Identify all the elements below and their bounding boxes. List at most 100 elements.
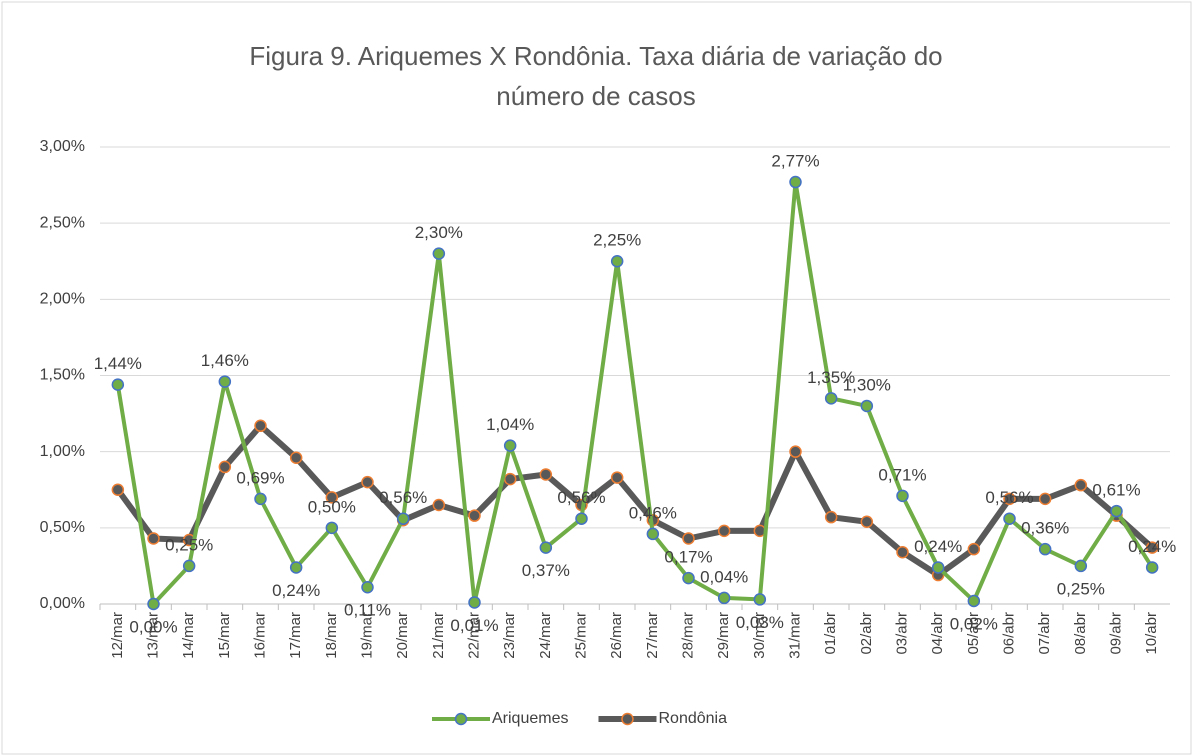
x-tick-label: 21/mar bbox=[430, 612, 447, 659]
y-tick-label: 1,50% bbox=[40, 367, 85, 384]
marker bbox=[717, 591, 731, 605]
data-label: 0,11% bbox=[344, 601, 391, 620]
marker bbox=[646, 527, 660, 541]
marker bbox=[1038, 492, 1052, 506]
data-label: 2,77% bbox=[771, 152, 819, 171]
y-tick-label: 1,00% bbox=[40, 443, 85, 460]
x-tick-label: 15/mar bbox=[216, 612, 233, 659]
data-label: 0,25% bbox=[1057, 579, 1105, 598]
data-label: 0,02% bbox=[950, 614, 998, 633]
x-tick-label: 30/mar bbox=[751, 612, 768, 659]
data-label: 0,24% bbox=[1128, 537, 1176, 556]
data-label: 0,01% bbox=[450, 616, 498, 635]
marker bbox=[147, 532, 160, 545]
marker bbox=[468, 596, 481, 609]
marker bbox=[610, 255, 624, 268]
data-label: 0,36% bbox=[1021, 519, 1069, 538]
x-tick-label: 31/mar bbox=[786, 612, 803, 659]
x-tick-label: 20/mar bbox=[394, 612, 411, 659]
marker bbox=[218, 460, 232, 474]
data-label: 0,04% bbox=[700, 567, 748, 586]
marker bbox=[1074, 478, 1088, 492]
marker bbox=[931, 561, 945, 574]
x-tick-label: 16/mar bbox=[251, 612, 268, 659]
marker bbox=[218, 375, 232, 388]
data-label: 0,17% bbox=[664, 548, 712, 567]
marker bbox=[824, 510, 838, 524]
marker bbox=[289, 451, 303, 465]
x-tick-label: 26/mar bbox=[608, 612, 625, 659]
x-tick-label: 03/abr bbox=[893, 612, 910, 655]
data-label: 1,04% bbox=[486, 415, 534, 434]
legend-label: Rondônia bbox=[658, 710, 727, 727]
legend-marker bbox=[454, 712, 468, 726]
data-label: 0,24% bbox=[914, 537, 962, 556]
marker bbox=[468, 509, 481, 522]
data-label: 0,56% bbox=[379, 488, 427, 507]
marker bbox=[896, 489, 909, 503]
marker bbox=[682, 532, 695, 545]
data-label: 0,56% bbox=[985, 488, 1033, 507]
marker bbox=[1003, 492, 1016, 506]
x-tick-label: 28/mar bbox=[679, 612, 696, 659]
x-tick-label: 23/mar bbox=[501, 612, 518, 659]
x-tick-label: 09/abr bbox=[1107, 612, 1124, 655]
x-tick-label: 05/abr bbox=[965, 612, 982, 655]
data-label: 2,25% bbox=[593, 231, 641, 250]
y-tick-label: 2,00% bbox=[40, 291, 85, 308]
marker bbox=[396, 512, 410, 525]
marker bbox=[1145, 541, 1159, 554]
x-tick-label: 24/mar bbox=[537, 612, 554, 659]
marker bbox=[575, 512, 588, 525]
marker bbox=[182, 559, 196, 573]
marker bbox=[539, 468, 553, 481]
marker bbox=[325, 521, 339, 535]
data-label: 2,30% bbox=[415, 223, 463, 242]
marker bbox=[325, 491, 339, 504]
marker bbox=[432, 498, 446, 512]
marker bbox=[432, 247, 446, 260]
data-label: 0,46% bbox=[629, 503, 677, 522]
marker bbox=[361, 580, 374, 594]
marker bbox=[503, 439, 517, 452]
marker bbox=[503, 472, 517, 486]
marker bbox=[289, 561, 303, 574]
marker bbox=[824, 392, 838, 405]
data-label: 0,50% bbox=[308, 497, 356, 516]
legend-marker bbox=[621, 712, 634, 726]
marker bbox=[1038, 542, 1052, 556]
data-label: 1,35% bbox=[807, 368, 855, 387]
marker bbox=[1145, 561, 1159, 574]
y-tick-label: 3,00% bbox=[40, 138, 85, 155]
x-tick-label: 02/abr bbox=[858, 612, 875, 655]
x-tick-label: 27/mar bbox=[644, 612, 661, 659]
marker bbox=[610, 471, 624, 484]
marker bbox=[896, 545, 909, 559]
data-label: 0,37% bbox=[522, 561, 570, 580]
legend-label: Ariquemes bbox=[492, 710, 568, 727]
marker bbox=[1003, 512, 1016, 525]
x-tick-label: 07/abr bbox=[1036, 612, 1053, 655]
marker bbox=[254, 419, 267, 433]
y-tick-label: 0,00% bbox=[40, 595, 85, 612]
x-tick-label: 12/mar bbox=[109, 612, 126, 659]
x-tick-label: 19/mar bbox=[358, 612, 375, 659]
marker bbox=[1074, 559, 1088, 573]
data-label: 0,03% bbox=[736, 613, 784, 632]
marker bbox=[1110, 504, 1123, 518]
marker bbox=[254, 492, 267, 506]
x-tick-label: 10/abr bbox=[1143, 612, 1160, 655]
chart-title: Figura 9. Ariquemes X Rondônia. Taxa diá… bbox=[249, 41, 943, 111]
y-tick-label: 0,50% bbox=[40, 519, 85, 536]
data-label: 1,44% bbox=[94, 354, 142, 373]
x-tick-label: 14/mar bbox=[180, 612, 197, 659]
marker bbox=[111, 378, 125, 391]
marker bbox=[361, 475, 374, 489]
marker bbox=[860, 399, 874, 413]
x-tick-label: 18/mar bbox=[323, 612, 340, 659]
x-tick-label: 08/abr bbox=[1072, 612, 1089, 655]
marker bbox=[147, 597, 160, 611]
data-label: 0,61% bbox=[1092, 481, 1140, 500]
